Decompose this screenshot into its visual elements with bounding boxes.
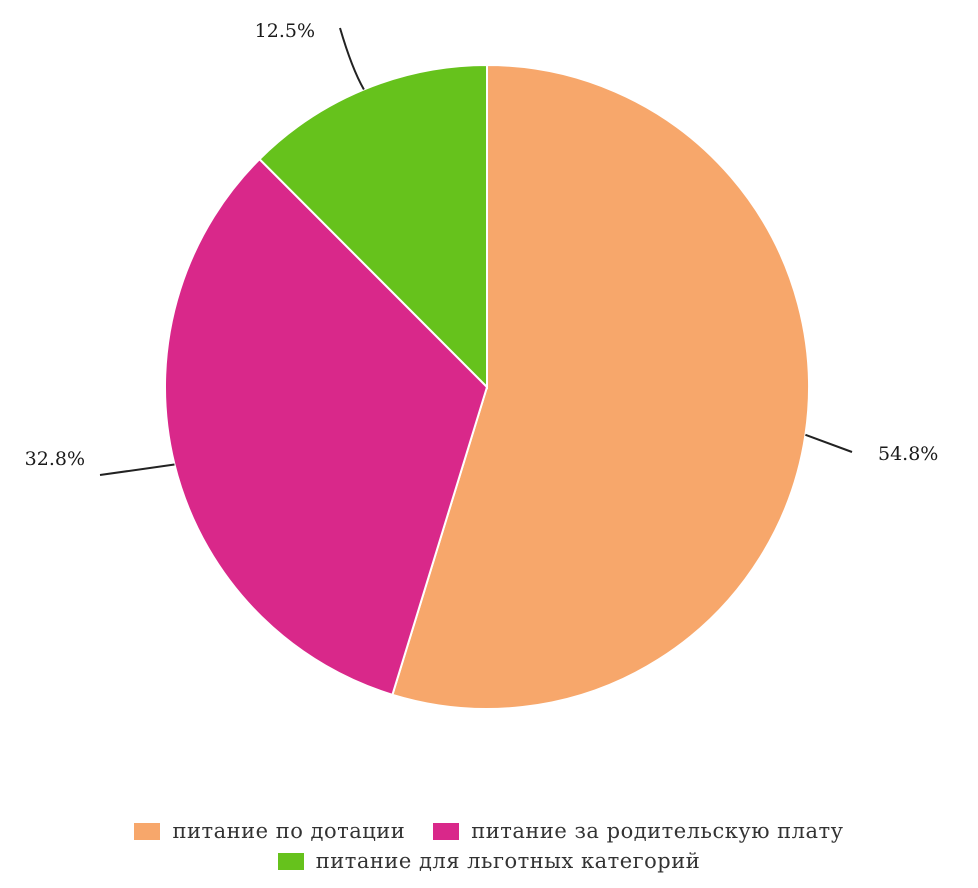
pie-slices <box>164 63 810 710</box>
data-label-privileged: 12.5% <box>255 20 315 42</box>
legend-row-2: питание для льготных категорий <box>0 848 978 874</box>
legend-item-privileged: питание для льготных категорий <box>277 849 701 873</box>
leader-lines <box>99 27 853 476</box>
legend-swatch-subsidy <box>134 822 161 840</box>
data-label-parental-fee: 32.8% <box>25 448 85 470</box>
legend-item-parental-fee: питание за родительскую плату <box>433 819 843 843</box>
legend-item-subsidy: питание по дотации <box>134 819 405 843</box>
legend-label-parental-fee: питание за родительскую плату <box>471 819 844 843</box>
pie-slice-subsidy <box>391 63 810 710</box>
legend-swatch-parental-fee <box>433 822 460 840</box>
leader-line-subsidy <box>805 433 853 453</box>
data-labels: 54.8% 32.8% 12.5% <box>25 20 939 470</box>
data-label-subsidy: 54.8% <box>878 443 938 465</box>
legend: питание по дотации питание за родительск… <box>0 818 978 878</box>
leader-line-privileged <box>339 27 365 90</box>
legend-row-1: питание по дотации питание за родительск… <box>0 818 978 844</box>
pie-slice-parental-fee <box>164 157 489 697</box>
pie-slice-privileged <box>258 63 488 390</box>
legend-label-subsidy: питание по дотации <box>172 819 406 843</box>
leader-line-parental-fee <box>99 463 175 476</box>
legend-swatch-privileged <box>277 852 304 870</box>
legend-label-privileged: питание для льготных категорий <box>315 849 701 873</box>
